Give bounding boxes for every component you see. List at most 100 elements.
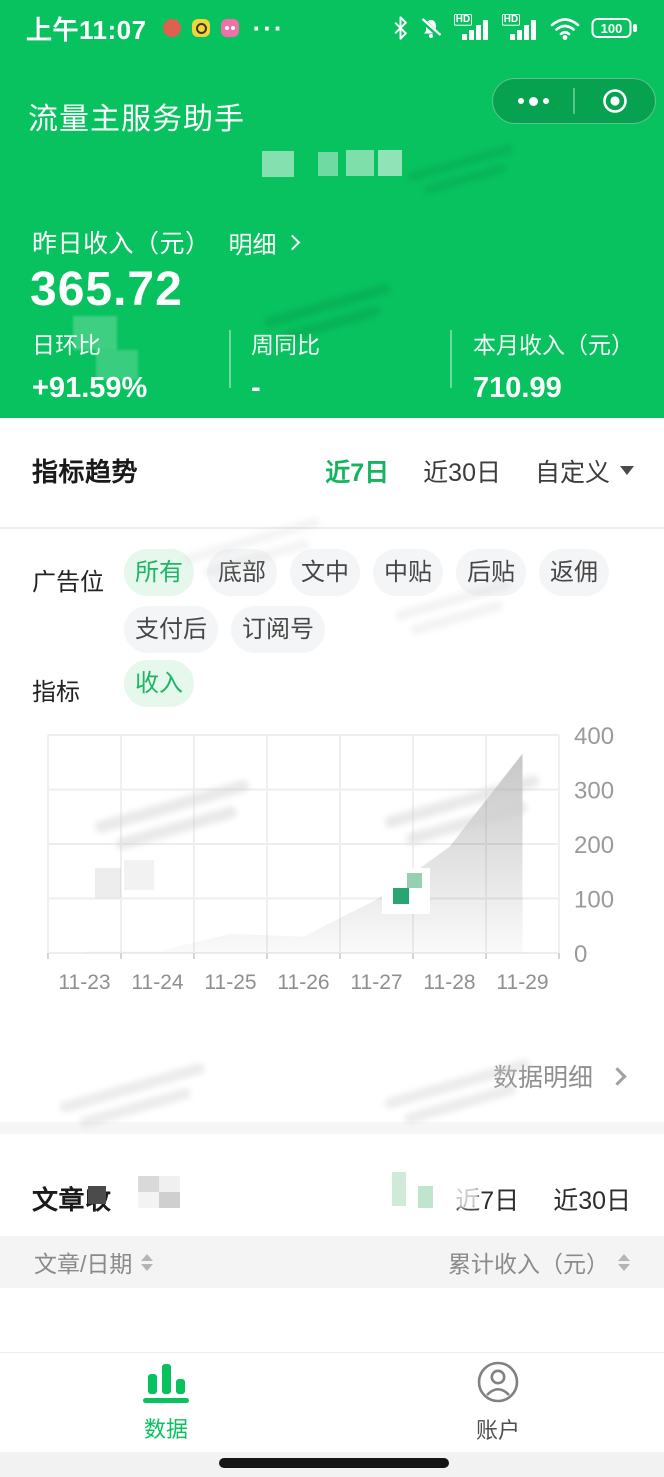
mute-bell-icon	[420, 18, 442, 38]
ad-slot-chip-5[interactable]: 返佣	[539, 549, 609, 596]
home-indicator[interactable]	[219, 1458, 449, 1468]
chevron-right-icon	[608, 1066, 627, 1086]
battery-icon: 100	[591, 16, 638, 40]
hero-panel: 上午11:07 ··· HD	[0, 0, 664, 418]
blur-patch	[159, 1192, 180, 1208]
status-bar: 上午11:07 ··· HD	[0, 0, 664, 56]
section-separator	[0, 1122, 664, 1134]
capsule-divider	[573, 88, 575, 114]
data-detail-label: 数据明细	[492, 1064, 593, 1092]
ad-slot-chip-0[interactable]: 所有	[124, 549, 194, 596]
yesterday-revenue-amount: 365.72	[30, 263, 183, 316]
svg-text:400: 400	[574, 723, 614, 750]
ad-slot-chip-4[interactable]: 后贴	[456, 549, 526, 596]
data-detail-link[interactable]: 数据明细	[492, 1058, 627, 1094]
metric-chip-0[interactable]: 收入	[124, 660, 194, 707]
status-time: 上午11:07	[26, 14, 147, 45]
ad-slot-chip-6[interactable]: 支付后	[124, 606, 218, 653]
revenue-detail-link[interactable]: 明细	[228, 231, 277, 259]
watermark	[263, 282, 397, 347]
capsule-more-button[interactable]	[493, 79, 573, 123]
svg-text:0: 0	[574, 941, 587, 968]
ad-slot-chip-3[interactable]: 中贴	[373, 549, 443, 596]
blurred-account-mosaic	[346, 150, 374, 176]
table-sort-header-0[interactable]: 文章/日期	[34, 1245, 154, 1279]
tab-data[interactable]: 数据	[0, 1353, 332, 1452]
blur-patch	[88, 1186, 106, 1204]
trend-range-tab-2[interactable]: 自定义	[535, 453, 634, 489]
svg-text:11-28: 11-28	[423, 971, 475, 994]
user-circle-icon	[477, 1361, 519, 1403]
ad-slot-filter-label: 广告位	[32, 569, 104, 596]
tab-account[interactable]: 账户	[332, 1353, 664, 1452]
watermark	[383, 1057, 537, 1129]
trend-range-tabs: 近7日 近30日 自定义	[325, 453, 634, 489]
trend-line-chart[interactable]: 0 100 200 300 400 11-23 11-24 11-25 11-26 11-27 11…	[0, 705, 664, 1017]
notification-icon	[191, 19, 210, 37]
blur-patch	[418, 1186, 433, 1208]
blurred-account-mosaic	[318, 152, 338, 176]
blurred-account-mosaic	[378, 150, 402, 176]
ad-slot-chip-1[interactable]: 底部	[207, 549, 277, 596]
blur-patch	[159, 1176, 180, 1192]
table-header-label: 文章/日期	[34, 1251, 133, 1277]
svg-text:11-25: 11-25	[204, 971, 256, 994]
yesterday-revenue-label: 昨日收入（元）	[32, 230, 211, 258]
svg-text:100: 100	[574, 887, 614, 914]
bluetooth-icon	[394, 16, 407, 40]
blurred-account-mosaic	[262, 151, 294, 177]
svg-text:300: 300	[574, 778, 614, 805]
metric-chip-group: 收入	[124, 660, 649, 707]
miniprogram-capsule	[492, 78, 656, 124]
home-indicator-area	[0, 1452, 664, 1477]
table-sort-header-1[interactable]: 累计收入（元）	[448, 1245, 630, 1279]
notification-badges	[162, 19, 239, 37]
bar-chart-icon	[143, 1362, 189, 1403]
page-title: 流量主服务助手	[28, 103, 245, 136]
article-range-tabs: 近7日 近30日	[455, 1181, 631, 1217]
wifi-icon	[550, 17, 580, 40]
ad-slot-chip-2[interactable]: 文中	[290, 549, 360, 596]
notification-icon	[162, 19, 181, 37]
sort-icon	[618, 1253, 630, 1271]
stat-day-over-day: 日环比 +91.59%	[32, 332, 148, 404]
capsule-close-button[interactable]	[575, 79, 655, 123]
divider	[0, 527, 664, 529]
status-more-dots: ···	[252, 13, 285, 43]
blur-patch	[95, 868, 121, 898]
svg-text:11-29: 11-29	[496, 971, 548, 994]
table-header-label: 累计收入（元）	[448, 1251, 609, 1277]
blur-patch	[138, 1176, 159, 1192]
article-table-header: 文章/日期 累计收入（元）	[0, 1236, 664, 1288]
svg-text:11-27: 11-27	[350, 971, 402, 994]
ad-slot-chip-group: 所有 底部 文中 中贴 后贴 返佣支付后 订阅号	[124, 549, 649, 653]
cellular-signal-icon-sim2: HD	[502, 14, 539, 42]
svg-text:11-26: 11-26	[277, 971, 329, 994]
chevron-right-icon	[284, 234, 300, 250]
stat-month-revenue: 本月收入（元） 710.99	[473, 332, 634, 404]
trend-range-tab-0[interactable]: 近7日	[325, 458, 390, 487]
trend-section-title: 指标趋势	[32, 457, 139, 487]
bottom-tab-bar: 数据 账户	[0, 1352, 664, 1452]
cellular-signal-icon-sim1: HD	[454, 14, 491, 42]
sort-icon	[141, 1253, 154, 1271]
blur-patch	[73, 316, 117, 350]
ad-slot-chip-7[interactable]: 订阅号	[231, 606, 325, 653]
metric-filter-label: 指标	[32, 679, 80, 706]
tab-data-label: 数据	[143, 1416, 188, 1442]
tab-account-label: 账户	[475, 1418, 520, 1443]
stats-divider	[450, 330, 452, 388]
trend-range-tab-1[interactable]: 近30日	[423, 458, 501, 487]
stat-week-over-week: 周同比 -	[251, 332, 320, 404]
article-range-tab-1[interactable]: 近30日	[553, 1186, 631, 1215]
blur-patch	[96, 350, 138, 380]
blur-patch	[450, 1176, 478, 1208]
notification-icon	[220, 19, 239, 37]
blur-patch	[124, 860, 154, 890]
blur-patch	[392, 1172, 406, 1206]
stats-divider	[229, 330, 231, 388]
blur-patch	[138, 1192, 159, 1208]
svg-text:200: 200	[574, 832, 614, 859]
caret-down-icon	[620, 466, 634, 475]
target-circle-icon	[603, 89, 627, 113]
